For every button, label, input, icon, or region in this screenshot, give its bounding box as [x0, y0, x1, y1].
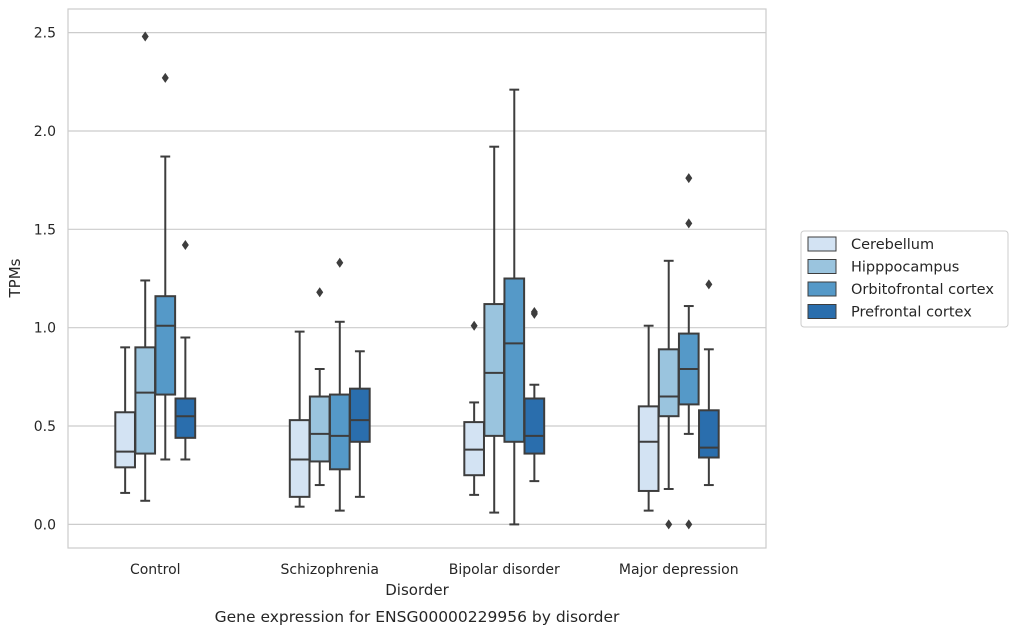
box-orbitofrontal-cortex: [677, 173, 700, 530]
legend-label: Orbitofrontal cortex: [851, 282, 994, 298]
box-cerebellum: [288, 330, 311, 508]
box-body: [637, 405, 660, 492]
box-body: [483, 303, 506, 437]
box-body: [154, 295, 177, 396]
legend-label: Cerebellum: [851, 237, 934, 253]
y-tick-label: 1.5: [34, 222, 56, 238]
legend: Cerebellum Hipppocampus Orbitofrontal cort…: [800, 230, 1009, 328]
box-body: [134, 346, 157, 455]
outlier-marker: [181, 240, 189, 251]
box-body: [174, 397, 197, 439]
grid-lines: [68, 32, 766, 525]
legend-swatch: [807, 259, 837, 274]
box-hipppocampus: [657, 259, 680, 530]
x-tick-label: Bipolar disorder: [449, 562, 560, 578]
legend-label: Hipppocampus: [851, 260, 959, 276]
box-hipppocampus: [134, 31, 157, 502]
outlier-marker: [336, 257, 344, 268]
outlier-marker: [470, 320, 478, 331]
box-body: [698, 409, 720, 459]
box-prefrontal-cortex: [174, 240, 197, 461]
box-orbitofrontal-cortex: [503, 88, 526, 526]
box-orbitofrontal-cortex: [154, 72, 177, 461]
y-tick-label: 1.0: [34, 321, 56, 337]
y-tick-labels: 0.0 0.5 1.0 1.5 2.0 2.5: [34, 26, 56, 534]
y-tick-label: 2.5: [34, 26, 56, 42]
box-body: [349, 387, 371, 443]
box-hipppocampus: [483, 145, 506, 514]
outlier-marker: [665, 519, 673, 530]
box-orbitofrontal-cortex: [328, 257, 351, 512]
y-axis-label: TPMs: [6, 258, 24, 298]
box-body: [114, 411, 136, 469]
y-tick-label: 0.5: [34, 419, 56, 435]
legend-swatch: [807, 281, 837, 297]
plot-area-frame: [67, 8, 767, 549]
outlier-marker: [685, 218, 693, 229]
box-body: [503, 277, 526, 443]
box-cerebellum: [463, 320, 485, 496]
box-cerebellum: [114, 346, 136, 494]
box-body: [523, 397, 546, 455]
legend-swatch: [807, 236, 837, 252]
x-tick-label: Major depression: [619, 562, 739, 578]
legend-label: Prefrontal cortex: [851, 305, 972, 321]
outlier-marker: [161, 72, 169, 83]
box-hipppocampus: [308, 287, 331, 487]
box-prefrontal-cortex: [523, 306, 546, 483]
box-cerebellum: [637, 324, 660, 512]
box-body: [657, 348, 680, 418]
outlier-marker: [705, 279, 713, 290]
x-tick-label: Control: [130, 562, 181, 578]
outlier-marker: [316, 287, 324, 298]
box-prefrontal-cortex: [349, 350, 371, 498]
x-tick-label: Schizophrenia: [281, 562, 379, 578]
boxes: [114, 31, 720, 530]
box-body: [328, 393, 351, 471]
x-tick-labels: Control Schizophrenia Bipolar disorder Majo…: [130, 562, 739, 578]
box-prefrontal-cortex: [698, 279, 720, 487]
y-tick-label: 0.0: [34, 517, 56, 533]
outlier-marker: [530, 306, 538, 317]
legend-swatch: [807, 304, 837, 319]
outlier-marker: [141, 31, 149, 42]
outlier-marker: [685, 173, 693, 184]
outlier-marker: [685, 519, 693, 530]
chart-caption: Gene expression for ENSG00000229956 by d…: [215, 608, 620, 626]
x-axis-label: Disorder: [385, 581, 449, 599]
box-body: [308, 395, 331, 463]
y-tick-label: 2.0: [34, 124, 56, 140]
legend-frame: [800, 230, 1009, 328]
